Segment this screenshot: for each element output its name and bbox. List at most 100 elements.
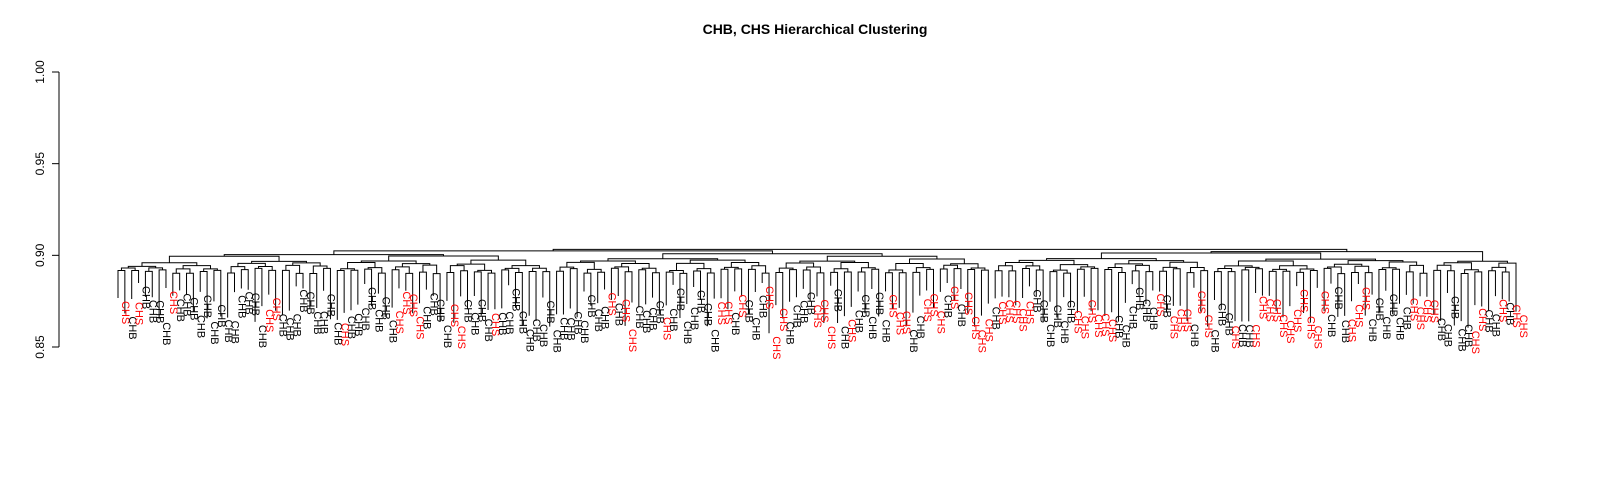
leaf-label-chs: CHS (976, 330, 988, 353)
dendrogram-branch (395, 266, 410, 274)
leaf-label-chb: CHB (1387, 294, 1399, 317)
leaf-label-chb: CHB (1503, 302, 1515, 325)
leaf-label-chb: CHB (311, 311, 323, 334)
dendrogram-branch (528, 270, 537, 321)
leaf-label-chb: CHB (702, 303, 714, 326)
leaf-label-chb: CHB (530, 319, 542, 342)
dendrogram-branch (895, 263, 924, 271)
dendrogram-branch (148, 267, 164, 272)
leaf-label-chb: CHB (564, 317, 576, 340)
dendrogram-branch (117, 270, 126, 314)
leaf-label-chb: CHB (283, 318, 295, 341)
dendrogram-branch (175, 268, 191, 274)
leaf-label-chb: CHB (1030, 289, 1042, 312)
leaf-label-chb: CHB (421, 306, 433, 329)
leaf-label-chs: CHS (1154, 293, 1166, 316)
dendrogram-branch (504, 267, 520, 273)
leaf-label-chs: CHS (489, 313, 501, 336)
leaf-label-chs: CHS (948, 286, 960, 309)
leaf-label-chs: CHS (845, 319, 857, 342)
leaf-label-chs: CHS (1298, 289, 1310, 312)
leaf-label-chs: CHS (1284, 320, 1296, 343)
leaf-label-chb: CHB (201, 295, 213, 318)
leaf-label-chs: CHS (1168, 316, 1180, 339)
dendrogram-branch (1419, 272, 1428, 297)
leaf-label-chs: CHS (263, 309, 275, 332)
dendrogram-branch (569, 268, 578, 318)
leaf-label-chb: CHB (1435, 318, 1447, 341)
dendrogram-branch (912, 271, 921, 313)
leaf-label-chs: CHS (1510, 304, 1522, 327)
leaf-label-chb: CHB (325, 294, 337, 317)
leaf-label-chs: CHS (811, 305, 823, 328)
dendrogram-branch (501, 269, 510, 309)
dendrogram-branch (559, 266, 575, 272)
dendrogram-branch (158, 269, 167, 320)
leaf-label-chb: CHB (297, 289, 309, 312)
y-axis: 0.85 0.90 0.95 1.00 (33, 60, 60, 359)
leaf-label-chb: CHB (852, 310, 864, 333)
leaf-label-chb: CHB (941, 295, 953, 318)
leaf-label-chb: CHB (352, 313, 364, 336)
dendrogram-branch (915, 267, 931, 273)
leaf-label-chs: CHS (1017, 308, 1029, 331)
leaf-label-chs: CHS (1270, 299, 1282, 322)
leaf-label-chb: CHB (345, 316, 357, 339)
leaf-label-chb: CHB (1401, 307, 1413, 330)
dendrogram-branch (665, 271, 674, 306)
leaf-label-chb: CHB (1490, 314, 1502, 337)
leaf-label-chs: CHS (133, 302, 145, 325)
leaf-label-chs: CHS (893, 312, 905, 335)
leaf-label-chb: CHB (516, 311, 528, 334)
leaf-label-chb: CHB (1366, 319, 1378, 342)
leaf-label-chb: CHB (859, 294, 871, 317)
dendrogram-branch (1128, 260, 1185, 264)
dendrogram-branch (1488, 270, 1496, 311)
leaf-label-chs: CHS (414, 316, 426, 339)
dendrogram-branch (888, 269, 904, 273)
leaf-label-chb: CHB (914, 316, 926, 339)
leaf-label-chs: CHS (935, 311, 947, 334)
leaf-label-chb: CHB (599, 306, 611, 329)
leaf-label-chs: CHS (1072, 310, 1084, 333)
leaf-label-chb: CHB (277, 314, 289, 337)
leaf-label-chs: CHS (969, 316, 981, 339)
leaf-label-chb: CHB (1325, 314, 1337, 337)
dendrogram-branch (1491, 266, 1507, 272)
leaf-label-chs: CHS (1517, 315, 1529, 338)
y-tick-label: 0.90 (33, 243, 47, 267)
dendrogram-branch (223, 254, 445, 257)
dendrogram-branch (456, 263, 486, 271)
dendrogram-branch (1107, 267, 1123, 273)
leaf-label-chs: CHS (1078, 316, 1090, 339)
dendrogram-branch (1364, 272, 1373, 316)
dendrogram-branch (1135, 264, 1150, 272)
leaf-label-chb: CHB (571, 311, 583, 334)
leaf-label-chs: CHS (1263, 299, 1275, 322)
dendrogram-branch (662, 253, 883, 259)
leaf-label-chb: CHB (797, 300, 809, 323)
dendrogram-branch (861, 267, 876, 273)
leaf-label-chb: CHB (386, 320, 398, 343)
dendrogram-branch (1210, 251, 1484, 262)
dendrogram-branch (926, 268, 934, 308)
leaf-label-chb: CHB (208, 321, 220, 344)
leaf-label-chb: CHB (427, 293, 439, 316)
dendrogram-branch (597, 271, 606, 304)
leaf-label-chb: CHB (633, 305, 645, 328)
y-tick-label: 0.95 (33, 152, 47, 176)
leaf-label-chs: CHS (1496, 299, 1508, 322)
dendrogram-branch (778, 267, 794, 273)
dendrogram-branch (1076, 268, 1085, 313)
dendrogram-branch (542, 271, 551, 327)
leaf-label-chs: CHS (1195, 291, 1207, 314)
leaf-label-chs: CHS (1250, 324, 1262, 347)
leaf-label-chb: CHB (839, 326, 851, 349)
dendrogram-branch (1237, 260, 1294, 266)
leaf-label-chb: CHB (242, 291, 254, 314)
leaf-label-chs: CHS (1003, 300, 1015, 323)
dendrogram-branch (1460, 273, 1469, 328)
dendrogram-branch (789, 269, 797, 302)
leaf-label-chb: CHB (907, 329, 919, 352)
leaf-label-chb: CHB (174, 299, 186, 322)
